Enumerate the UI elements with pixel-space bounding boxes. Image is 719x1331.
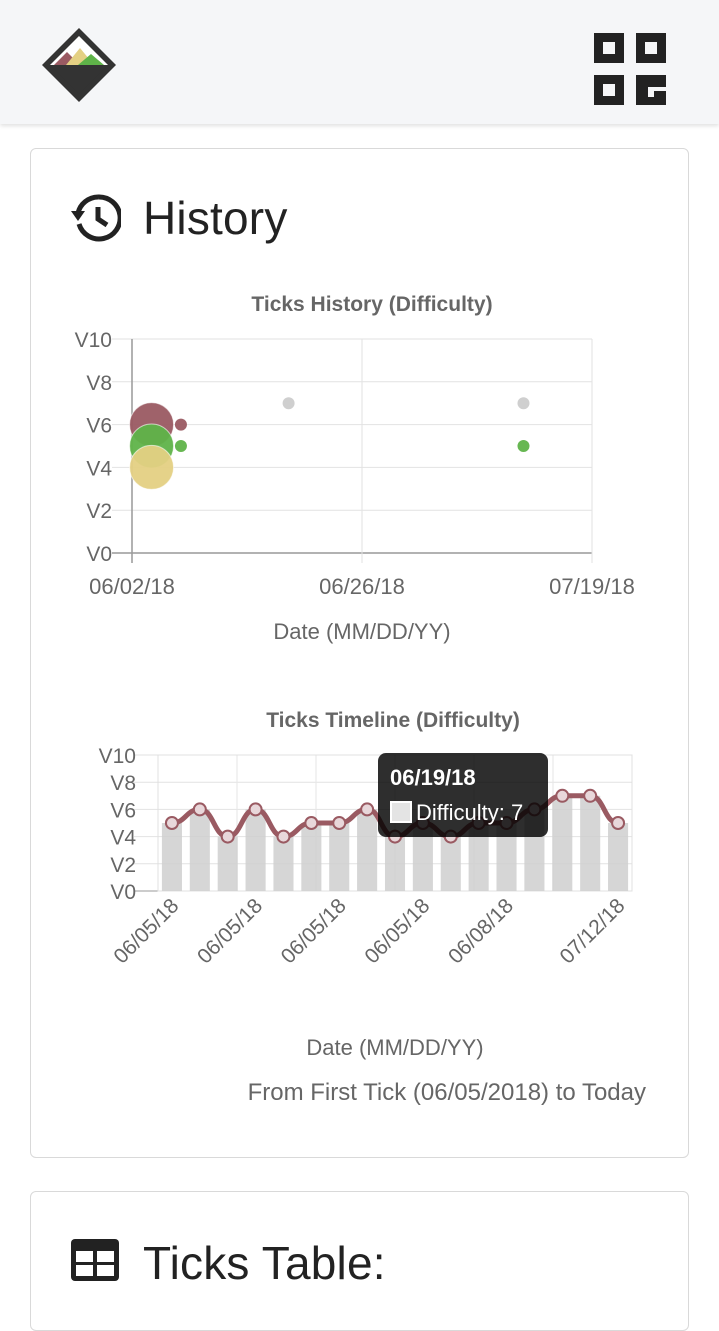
timeline-y-tick: V8 xyxy=(110,772,136,795)
scatter-point xyxy=(174,418,187,431)
timeline-x-tick: 06/05/18 xyxy=(277,894,351,968)
timeline-bar xyxy=(301,823,322,891)
timeline-point xyxy=(248,802,263,817)
scatter-y-tick: V6 xyxy=(86,415,112,438)
scatter-point xyxy=(282,397,295,410)
tooltip-date: 06/19/18 xyxy=(390,765,476,790)
scatter-title: Ticks History (Difficulty) xyxy=(251,293,492,316)
qr-code-icon[interactable] xyxy=(594,33,666,105)
history-clock-icon xyxy=(71,194,121,242)
timeline-point xyxy=(583,788,598,803)
timeline-x-tick: 06/05/18 xyxy=(360,894,434,968)
timeline-point xyxy=(304,816,319,830)
timeline-bar xyxy=(273,836,294,891)
timeline-bar xyxy=(412,823,433,891)
ticks-timeline-chart: Ticks Timeline (Difficulty) V0 V2 V4 V6 V8 V10… xyxy=(99,709,633,1060)
history-range-note: From First Tick (06/05/2018) to Today xyxy=(247,1079,646,1106)
timeline-point xyxy=(555,788,570,803)
timeline-bar xyxy=(357,809,378,891)
scatter-y-tick: V0 xyxy=(86,543,112,566)
timeline-bar xyxy=(496,823,517,891)
timeline-x-tick: 06/05/18 xyxy=(109,894,183,968)
timeline-y-tick: V4 xyxy=(110,827,136,850)
timeline-x-tick: 06/08/18 xyxy=(444,894,518,968)
scatter-point xyxy=(174,440,187,452)
timeline-bar xyxy=(552,795,573,891)
scatter-x-label: Date (MM/DD/YY) xyxy=(273,619,450,644)
timeline-title: Ticks Timeline (Difficulty) xyxy=(266,709,520,732)
chart-tooltip: 06/19/18 Difficulty: 7 xyxy=(378,753,548,837)
timeline-bar xyxy=(189,809,210,891)
timeline-x-label: Date (MM/DD/YY) xyxy=(306,1035,483,1060)
timeline-bar xyxy=(440,836,461,891)
timeline-point xyxy=(611,816,626,830)
scatter-y-tick: V2 xyxy=(86,500,112,523)
ticks-table-title: Ticks Table: xyxy=(143,1237,386,1289)
timeline-point xyxy=(360,802,375,817)
scatter-x-tick: 06/02/18 xyxy=(89,574,175,599)
timeline-x-tick: 07/12/18 xyxy=(556,894,630,968)
ticks-history-chart: Ticks History (Difficulty) V0 V2 V4 V6 V8 V10 0… xyxy=(75,293,635,644)
timeline-y-tick: V2 xyxy=(110,854,136,877)
tooltip-swatch xyxy=(390,801,412,823)
scatter-y-tick: V8 xyxy=(86,372,112,395)
mountain-diamond-logo-icon[interactable] xyxy=(40,26,118,104)
scatter-point xyxy=(517,397,530,410)
timeline-x-tick: 06/05/18 xyxy=(193,894,267,968)
timeline-bar xyxy=(161,823,182,891)
scatter-point xyxy=(517,440,530,452)
timeline-bar xyxy=(217,836,238,891)
timeline-point xyxy=(220,829,235,844)
history-title: History xyxy=(143,192,288,244)
timeline-bar xyxy=(245,809,266,891)
top-bar xyxy=(0,0,719,124)
timeline-bar xyxy=(608,823,629,891)
scatter-x-tick: 06/26/18 xyxy=(319,574,405,599)
timeline-bar xyxy=(329,823,350,891)
timeline-point xyxy=(192,802,207,817)
ticks-table-card: Ticks Table: xyxy=(30,1191,689,1331)
timeline-point xyxy=(276,829,291,844)
table-grid-icon xyxy=(71,1239,119,1281)
scatter-x-tick: 07/19/18 xyxy=(549,574,635,599)
timeline-bar xyxy=(384,836,406,891)
scatter-point xyxy=(129,444,175,490)
scatter-y-tick: V4 xyxy=(86,457,112,480)
timeline-bar xyxy=(580,795,601,891)
timeline-point xyxy=(164,816,179,830)
tooltip-label: Difficulty: 7 xyxy=(416,800,524,825)
timeline-bar xyxy=(468,823,489,891)
scatter-y-tick: V10 xyxy=(75,329,112,352)
timeline-point xyxy=(332,816,347,830)
timeline-y-tick: V0 xyxy=(110,881,136,904)
timeline-y-tick: V10 xyxy=(99,745,136,768)
timeline-y-tick: V6 xyxy=(110,799,136,822)
history-card: History Ticks History (Difficulty) V0 V2 V4… xyxy=(30,148,689,1158)
